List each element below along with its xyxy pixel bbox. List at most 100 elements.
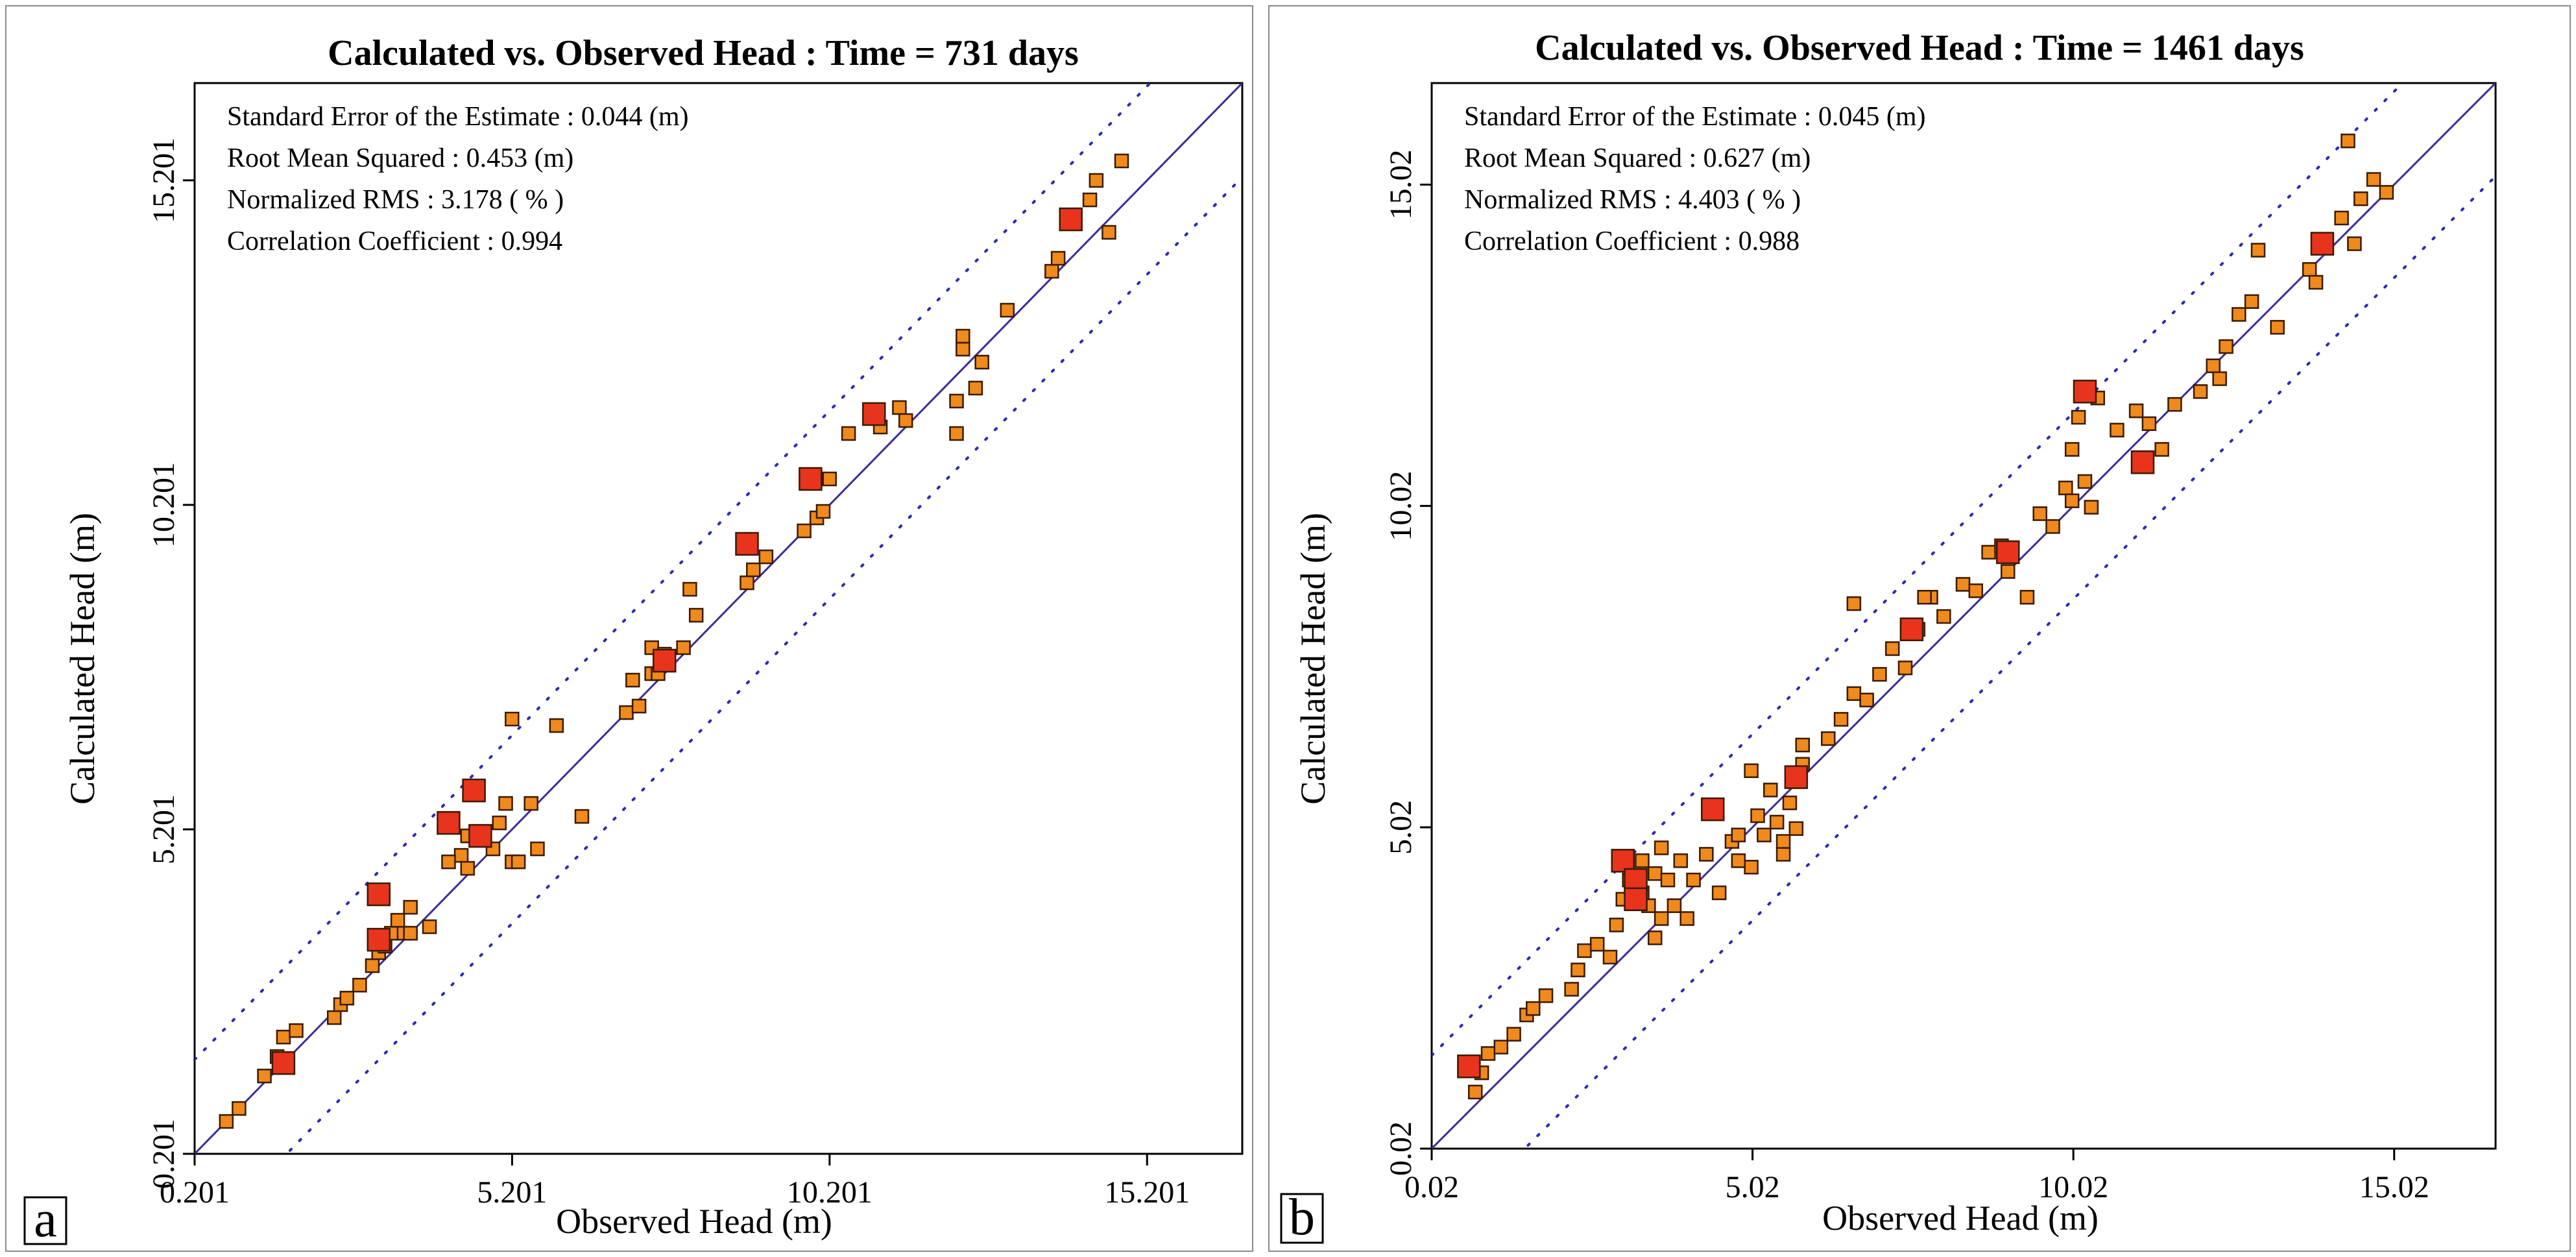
data-point [2270, 320, 2285, 335]
data-point [326, 1010, 342, 1025]
data-point [1660, 872, 1676, 888]
data-point [1846, 686, 1862, 702]
data-point [1602, 949, 1618, 965]
data-point [289, 1023, 304, 1038]
data-point [1526, 1001, 1541, 1016]
highlight-point [735, 531, 759, 556]
reference-lines [1432, 83, 2496, 1149]
data-point [682, 581, 697, 597]
x-tick-label: 0.02 [1404, 1170, 1459, 1204]
highlight-point [799, 467, 823, 491]
highlight-point [1700, 797, 1725, 822]
y-axis-label: Calculated Head (m) [63, 513, 102, 805]
data-point [898, 413, 913, 428]
data-point [1571, 962, 1585, 977]
data-point [1577, 943, 1592, 958]
data-point [1955, 577, 1971, 592]
data-point [2032, 506, 2047, 521]
data-point [2110, 422, 2125, 438]
data-point [1679, 911, 1694, 926]
data-point [2001, 564, 2016, 579]
data-point [1050, 250, 1066, 266]
y-axis-label: Calculated Head (m) [1294, 513, 1332, 805]
x-tick-label: 0.201 [160, 1175, 230, 1210]
highlight-point [1996, 540, 2020, 565]
highlight-point [2130, 450, 2155, 474]
data-point [492, 815, 507, 831]
one-to-one-line [195, 83, 1242, 1154]
stats-box: Standard Error of the Estimate : 0.044 (… [227, 102, 688, 256]
panel-letter-text: a [34, 1191, 57, 1248]
data-point [1082, 192, 1098, 208]
axis-ticks: 0.201 5.201 10.201 15.201 0.201 5.201 10.201 15… [147, 138, 1190, 1210]
data-point [1673, 853, 1689, 868]
x-axis-label: Observed Head (m) [1822, 1199, 2099, 1238]
one-to-one-line [1432, 83, 2496, 1149]
data-point [2347, 236, 2362, 251]
data-point [1089, 173, 1104, 188]
y-tick-label: 5.02 [1384, 800, 1418, 855]
data-point [1872, 666, 1887, 682]
highlight-point [1899, 617, 1924, 642]
data-point [1884, 641, 1900, 656]
data-point [892, 400, 907, 415]
data-point [257, 1068, 272, 1084]
plot-frame [1430, 82, 2497, 1150]
data-point [403, 899, 418, 915]
data-point [1750, 808, 1765, 824]
data-points [219, 153, 1129, 1129]
data-point [2379, 185, 2394, 200]
data-point [2193, 384, 2208, 399]
data-point [2154, 442, 2169, 457]
data-point [1000, 302, 1015, 318]
x-tick-label: 10.02 [2038, 1170, 2108, 1204]
data-point [822, 471, 837, 487]
data-point [1468, 1084, 1483, 1100]
data-point [1763, 783, 1778, 798]
scatter-chart-a: Calculated vs. Observed Head : Time = 73… [23, 33, 1244, 1248]
data-point [974, 354, 989, 370]
data-point [841, 426, 856, 441]
stat-standard-error: Standard Error of the Estimate : 0.044 (… [227, 102, 688, 132]
data-point [1776, 834, 1791, 849]
data-point [2064, 493, 2080, 508]
data-point [2334, 210, 2349, 226]
data-point [1936, 609, 1951, 624]
stat-standard-error: Standard Error of the Estimate : 0.045 (… [1464, 102, 1925, 132]
data-point [758, 549, 774, 565]
data-point [1859, 692, 1874, 707]
data-point [1968, 583, 1984, 598]
data-point [549, 718, 564, 733]
data-point [441, 854, 456, 870]
data-point [1833, 712, 1849, 727]
data-point [511, 854, 526, 870]
data-point [1769, 814, 1785, 830]
data-point [219, 1114, 234, 1129]
data-point [1711, 885, 1727, 901]
chart-panel-b: Calculated vs. Observed Head : Time = 14… [1268, 5, 2571, 1252]
data-point [422, 919, 437, 934]
highlight-point [367, 927, 391, 952]
y-tick-label: 15.02 [1384, 149, 1418, 219]
data-point [1647, 866, 1663, 881]
y-tick-label: 0.02 [1384, 1121, 1418, 1176]
data-point [352, 977, 367, 993]
highlight-point [1624, 887, 1648, 911]
data-point [956, 328, 970, 344]
highlight-point [437, 811, 461, 835]
panel-letter-text: b [1289, 1189, 1315, 1246]
highlight-point [367, 882, 391, 907]
highlight-point [1624, 868, 1648, 892]
data-point [2071, 409, 2086, 425]
data-point [676, 640, 691, 655]
data-point [1654, 911, 1669, 926]
x-tick-label: 5.201 [477, 1175, 547, 1210]
highlight-point [652, 648, 677, 673]
data-point [403, 925, 418, 941]
data-point [1506, 1027, 1521, 1042]
data-point [1654, 840, 1669, 855]
data-point [1564, 982, 1579, 997]
data-point [339, 990, 355, 1006]
highlight-point [862, 402, 886, 426]
data-point [2353, 191, 2368, 206]
